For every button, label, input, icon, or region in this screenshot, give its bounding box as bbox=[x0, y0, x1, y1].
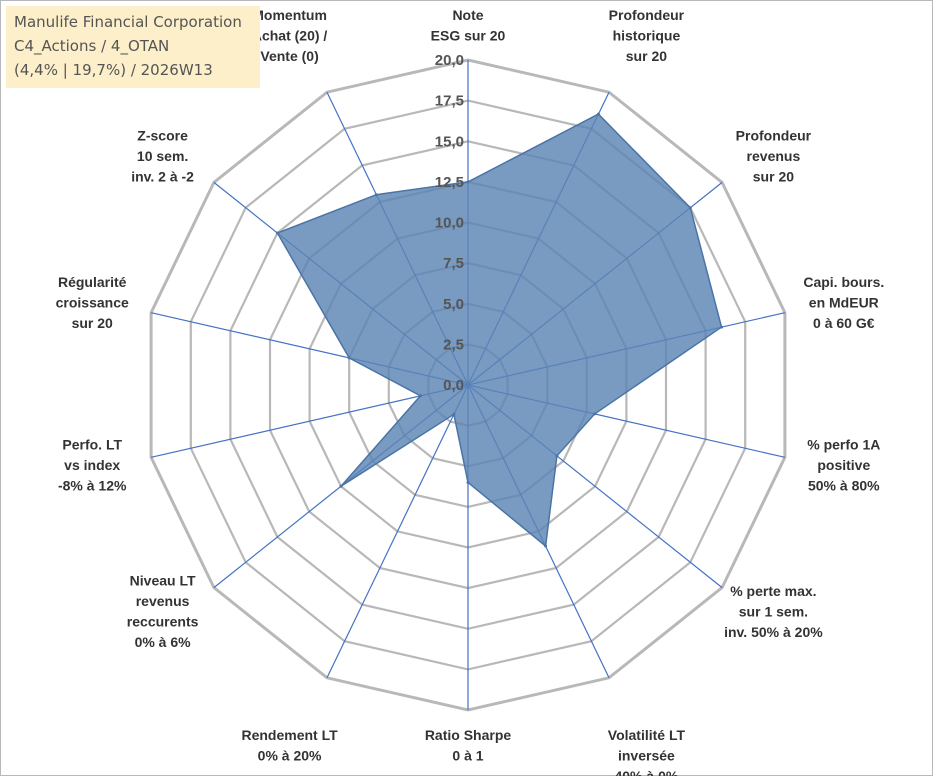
axis-label-line: Profondeur bbox=[609, 7, 685, 23]
tick-label: 2,5 bbox=[443, 336, 464, 353]
axis-label-line: historique bbox=[613, 28, 681, 44]
tick-label: 15,0 bbox=[435, 133, 464, 150]
axis-label-line: Rendement LT bbox=[241, 727, 338, 743]
axis-label-line: reccurents bbox=[127, 614, 199, 630]
series-point bbox=[466, 481, 470, 484]
axis-spoke bbox=[150, 384, 469, 458]
axis-label: Profondeur revenus sur 20 bbox=[736, 128, 812, 185]
category-label: C4_Actions / 4_OTAN bbox=[14, 37, 170, 55]
tick-label: 17,5 bbox=[435, 93, 464, 110]
axis-label: % perfo 1A positive 50% à 80% bbox=[807, 437, 880, 494]
axis-label-line: 0 à 1 bbox=[452, 748, 483, 764]
axis-label-line: Vente (0) bbox=[260, 48, 318, 64]
series-point bbox=[419, 394, 422, 398]
axis-label: Note ESG sur 20 bbox=[431, 7, 506, 44]
axis-label: Momentum Achat (20) / Vente (0) bbox=[252, 7, 328, 64]
axis-label-line: sur 20 bbox=[753, 169, 794, 185]
axis-label-line: Momentum bbox=[252, 7, 327, 23]
axis-label-line: 40% à 0% bbox=[614, 768, 678, 776]
axis-label: Ratio Sharpe 0 à 1 bbox=[425, 727, 512, 764]
axis-label: Volatilité LT inversée 40% à 0% bbox=[608, 727, 686, 776]
axis-label: Rendement LT 0% à 20% bbox=[241, 727, 338, 764]
axis-label: Niveau LT revenus reccurents 0% à 6% bbox=[127, 573, 199, 651]
axis-label: Capi. bours. en MdEUR 0 à 60 G€ bbox=[803, 274, 884, 331]
series-point bbox=[720, 325, 723, 329]
series-point bbox=[374, 193, 378, 197]
axis-label: Z-score 10 sem. inv. 2 à -2 bbox=[131, 128, 194, 185]
axis-label-line: revenus bbox=[136, 593, 190, 609]
series-point bbox=[275, 231, 279, 235]
series-layer bbox=[275, 112, 723, 548]
axis-label: Profondeur historique sur 20 bbox=[609, 7, 685, 64]
axis-label-line: -8% à 12% bbox=[58, 478, 127, 494]
series-point bbox=[596, 112, 600, 116]
axis-label-line: Profondeur bbox=[736, 128, 812, 144]
axis-label-line: Ratio Sharpe bbox=[425, 727, 512, 743]
axis-label-line: 0% à 20% bbox=[258, 748, 322, 764]
series-point bbox=[593, 412, 597, 416]
axis-label-line: inv. 2 à -2 bbox=[131, 169, 194, 185]
axis-label-line: sur 20 bbox=[626, 48, 667, 64]
axis-label-line: sur 20 bbox=[72, 315, 113, 331]
axis-label-line: inv. 50% à 20% bbox=[724, 624, 823, 640]
axis-label-line: croissance bbox=[56, 295, 129, 311]
series-point bbox=[347, 356, 351, 360]
axis-label-line: Achat (20) / bbox=[252, 28, 328, 44]
series-point bbox=[688, 206, 692, 210]
axis-label-line: Régularité bbox=[58, 274, 127, 290]
axis-label: % perte max. sur 1 sem. inv. 50% à 20% bbox=[724, 583, 823, 640]
axis-label-line: ESG sur 20 bbox=[431, 28, 506, 44]
tick-label: 20,0 bbox=[435, 52, 464, 69]
axis-label-line: en MdEUR bbox=[809, 295, 879, 311]
label-layer: Note ESG sur 20 Profondeur historique sur 20… bbox=[56, 7, 885, 776]
series-point bbox=[466, 180, 470, 184]
axis-label: Perfo. LT vs index -8% à 12% bbox=[58, 437, 127, 494]
tick-label: 10,0 bbox=[435, 215, 464, 232]
axis-label: Régularité croissance sur 20 bbox=[56, 274, 129, 331]
series-point bbox=[339, 484, 343, 488]
chart-title-box: Manulife Financial Corporation C4_Action… bbox=[6, 6, 260, 88]
axis-label-line: Note bbox=[452, 7, 483, 23]
tick-label: 5,0 bbox=[443, 296, 464, 313]
axis-label-line: Niveau LT bbox=[130, 573, 196, 589]
axis-label-line: % perte max. bbox=[730, 583, 816, 599]
axis-label-line: positive bbox=[817, 457, 870, 473]
axis-label-line: Perfo. LT bbox=[62, 437, 122, 453]
performance-week-label: (4,4% | 19,7%) / 2026W13 bbox=[14, 61, 213, 79]
tick-layer: 0,0 2,5 5,0 7,5 10,0 12,5 15,0 17,5 20,0 bbox=[435, 52, 464, 394]
tick-label: 7,5 bbox=[443, 255, 464, 272]
axis-label-line: 0% à 6% bbox=[135, 634, 192, 650]
axis-label-line: inversée bbox=[618, 748, 675, 764]
axis-label-line: Volatilité LT bbox=[608, 727, 686, 743]
axis-label-line: % perfo 1A bbox=[807, 437, 880, 453]
company-name: Manulife Financial Corporation bbox=[14, 13, 242, 31]
axis-label-line: Capi. bours. bbox=[803, 274, 884, 290]
series-point bbox=[544, 544, 548, 548]
tick-label: 12,5 bbox=[435, 174, 464, 191]
tick-label: 0,0 bbox=[443, 377, 464, 394]
axis-label-line: 10 sem. bbox=[137, 148, 188, 164]
axis-spoke bbox=[326, 384, 469, 679]
axis-label-line: revenus bbox=[747, 148, 801, 164]
axis-label-line: 0 à 60 G€ bbox=[813, 315, 875, 331]
axis-label-line: 50% à 80% bbox=[808, 478, 880, 494]
axis-label-line: vs index bbox=[64, 457, 120, 473]
axis-label-line: Z-score bbox=[137, 128, 188, 144]
series-point bbox=[452, 412, 456, 416]
series-point bbox=[555, 454, 559, 458]
axis-label-line: sur 1 sem. bbox=[739, 603, 808, 619]
